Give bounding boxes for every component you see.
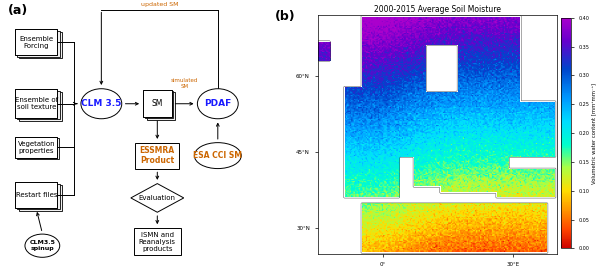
Text: ESSMRA
Product: ESSMRA Product	[140, 146, 175, 165]
Ellipse shape	[194, 143, 241, 168]
Ellipse shape	[197, 89, 238, 119]
Text: Restart files: Restart files	[16, 192, 57, 198]
Text: simulated
SM: simulated SM	[171, 78, 198, 89]
FancyBboxPatch shape	[17, 138, 59, 159]
Text: (b): (b)	[275, 10, 295, 23]
Ellipse shape	[25, 234, 60, 257]
FancyBboxPatch shape	[15, 137, 57, 158]
Y-axis label: Volumetric water content [mm³mm⁻³]: Volumetric water content [mm³mm⁻³]	[592, 83, 597, 183]
Text: CLM3.5
spinup: CLM3.5 spinup	[30, 240, 55, 251]
FancyBboxPatch shape	[146, 92, 175, 120]
Text: (a): (a)	[7, 4, 28, 17]
Text: updated SM: updated SM	[141, 2, 178, 7]
Text: ESA CCI SM: ESA CCI SM	[194, 151, 242, 160]
Text: Ensemble
Forcing: Ensemble Forcing	[19, 36, 53, 49]
Text: Vegetation
properties: Vegetation properties	[18, 141, 55, 154]
FancyBboxPatch shape	[15, 90, 57, 118]
Title: 2000-2015 Average Soil Moisture: 2000-2015 Average Soil Moisture	[374, 5, 500, 14]
FancyBboxPatch shape	[18, 91, 60, 119]
Text: PDAF: PDAF	[204, 99, 232, 108]
FancyBboxPatch shape	[19, 92, 62, 121]
FancyBboxPatch shape	[143, 90, 172, 117]
Text: SM: SM	[152, 99, 163, 108]
FancyBboxPatch shape	[19, 185, 62, 211]
FancyBboxPatch shape	[19, 32, 62, 58]
FancyBboxPatch shape	[143, 90, 172, 117]
FancyBboxPatch shape	[15, 29, 57, 55]
Text: CLM 3.5: CLM 3.5	[81, 99, 122, 108]
FancyBboxPatch shape	[18, 31, 60, 57]
Polygon shape	[131, 183, 184, 212]
FancyBboxPatch shape	[15, 182, 57, 208]
FancyBboxPatch shape	[15, 137, 57, 158]
FancyBboxPatch shape	[15, 182, 57, 208]
Text: Ensemble of
soil texture: Ensemble of soil texture	[15, 97, 58, 110]
FancyBboxPatch shape	[18, 183, 60, 209]
FancyBboxPatch shape	[145, 91, 174, 118]
FancyBboxPatch shape	[15, 90, 57, 118]
FancyBboxPatch shape	[134, 228, 181, 255]
Text: Evaluation: Evaluation	[139, 195, 176, 201]
Ellipse shape	[81, 89, 122, 119]
FancyBboxPatch shape	[15, 29, 57, 55]
FancyBboxPatch shape	[136, 143, 179, 168]
Text: ISMN and
Reanalysis
products: ISMN and Reanalysis products	[139, 232, 176, 252]
